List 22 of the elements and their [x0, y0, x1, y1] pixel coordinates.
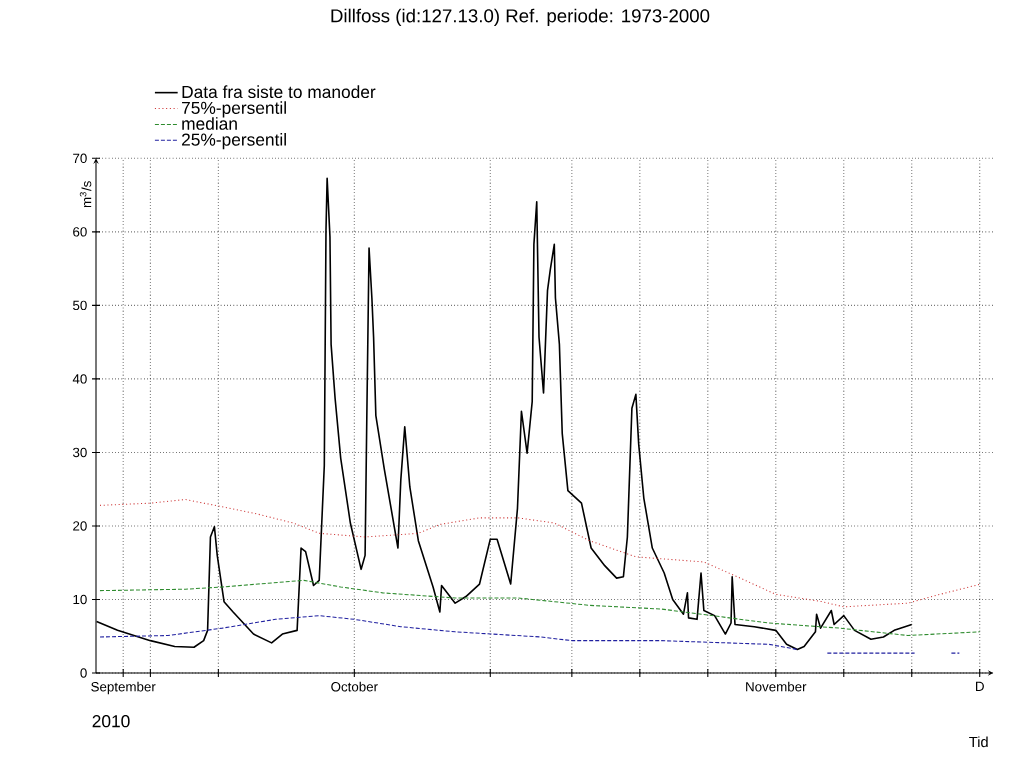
y-tick-label: 50 [73, 300, 87, 311]
x-tick-label: D [976, 681, 984, 691]
text: 2010 [92, 715, 130, 728]
line-series [99, 579, 981, 637]
y-tick-label: 0 [80, 668, 87, 678]
legend-label: 25%-persentil [182, 133, 286, 150]
y-tick-label: 20 [73, 521, 87, 531]
chart-title: Dillfoss (id:127.13.0) Ref. periode: 1973-2000 [331, 8, 710, 27]
x-axis-title: Tid [969, 736, 988, 748]
y-tick-label: 30 [72, 447, 87, 458]
line-series [99, 498, 982, 608]
y-axis-title: m$^{3}$/s [79, 181, 92, 208]
x-tick-label: October [331, 681, 378, 692]
legend-label: 75%-persentil [182, 101, 286, 118]
legend-label: median [182, 117, 237, 130]
y-tick-label: 40 [72, 374, 87, 384]
y-tick-label: 10 [73, 594, 87, 605]
x-tick-label: November [746, 681, 807, 692]
y-tick-label: 70 [73, 153, 87, 164]
legend-label: Data fra siste to manoder [182, 85, 376, 99]
x-tick-label: September [91, 681, 156, 695]
y-tick-label: 60 [73, 227, 87, 237]
